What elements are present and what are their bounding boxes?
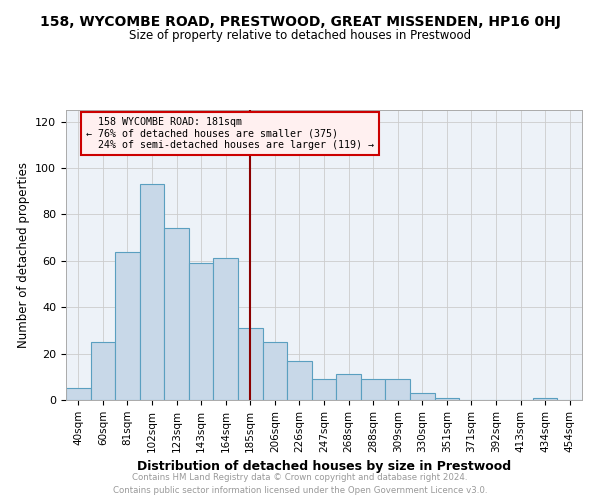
Bar <box>336 374 361 400</box>
Text: 158 WYCOMBE ROAD: 181sqm
← 76% of detached houses are smaller (375)
  24% of sem: 158 WYCOMBE ROAD: 181sqm ← 76% of detach… <box>86 117 374 150</box>
Bar <box>312 379 336 400</box>
Y-axis label: Number of detached properties: Number of detached properties <box>17 162 29 348</box>
Text: 158, WYCOMBE ROAD, PRESTWOOD, GREAT MISSENDEN, HP16 0HJ: 158, WYCOMBE ROAD, PRESTWOOD, GREAT MISS… <box>40 15 560 29</box>
Bar <box>66 388 91 400</box>
Bar <box>189 263 214 400</box>
Bar <box>214 258 238 400</box>
Bar <box>140 184 164 400</box>
Bar <box>434 398 459 400</box>
Text: Size of property relative to detached houses in Prestwood: Size of property relative to detached ho… <box>129 29 471 42</box>
Bar <box>238 328 263 400</box>
Bar <box>91 342 115 400</box>
Bar <box>115 252 140 400</box>
Bar <box>361 379 385 400</box>
X-axis label: Distribution of detached houses by size in Prestwood: Distribution of detached houses by size … <box>137 460 511 473</box>
Bar <box>410 393 434 400</box>
Text: Contains HM Land Registry data © Crown copyright and database right 2024.
Contai: Contains HM Land Registry data © Crown c… <box>113 474 487 495</box>
Bar <box>164 228 189 400</box>
Bar <box>263 342 287 400</box>
Bar <box>385 379 410 400</box>
Bar <box>533 398 557 400</box>
Bar <box>287 360 312 400</box>
